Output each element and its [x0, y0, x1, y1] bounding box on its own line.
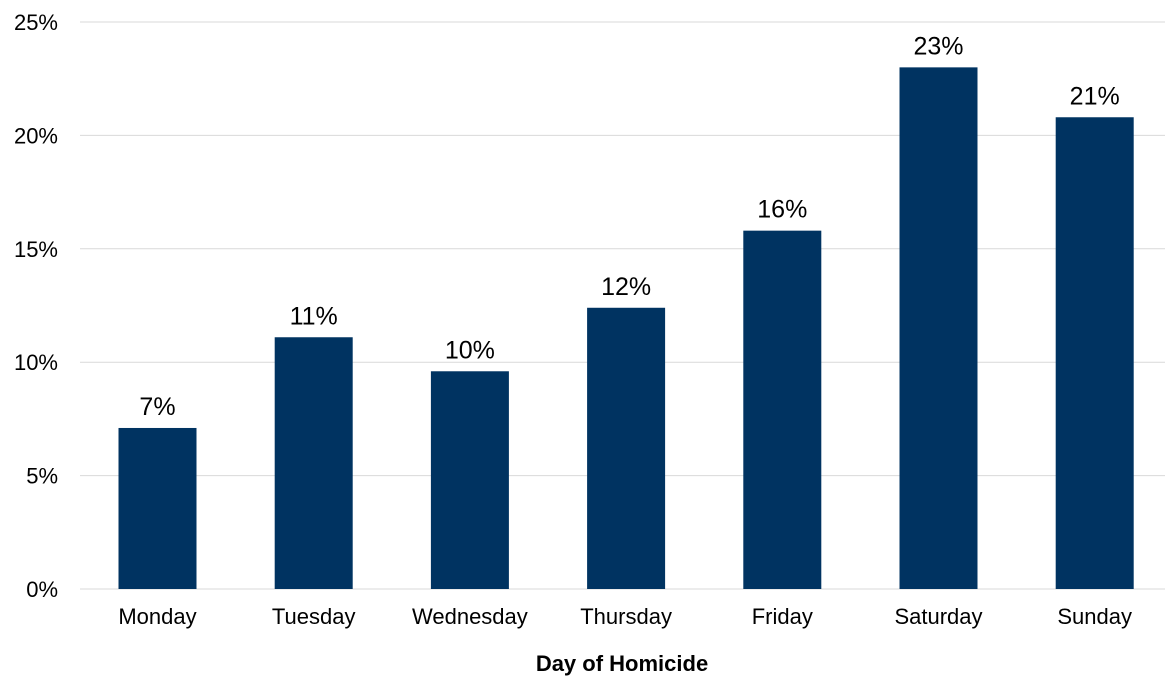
- data-label-thursday: 12%: [601, 273, 651, 301]
- data-label-saturday: 23%: [913, 32, 963, 60]
- data-label-tuesday: 11%: [290, 302, 338, 330]
- x-tick-label-friday: Friday: [752, 604, 813, 629]
- data-label-sunday: 21%: [1070, 82, 1120, 110]
- y-axis-ticks: 0% 5% 10% 15% 20% 25%: [14, 10, 58, 602]
- bar-thursday: [587, 307, 666, 589]
- bar-friday: [743, 230, 822, 589]
- bar-monday: [118, 427, 197, 589]
- x-axis-ticks: Monday Tuesday Wednesday Thursday Friday Satu…: [118, 604, 1132, 629]
- y-tick-label: 5%: [26, 464, 58, 489]
- data-label-wednesday: 10%: [445, 336, 495, 364]
- x-tick-label-monday: Monday: [118, 604, 196, 629]
- y-tick-label: 0%: [26, 577, 58, 602]
- x-tick-label-thursday: Thursday: [580, 604, 672, 629]
- x-tick-label-sunday: Sunday: [1057, 604, 1132, 629]
- data-labels: 7% 11% 10% 12% 16% 23% 21%: [139, 32, 1119, 421]
- y-tick-label: 15%: [14, 237, 58, 262]
- bar-saturday: [899, 67, 978, 590]
- bar-sunday: [1055, 117, 1134, 590]
- x-axis-title: Day of Homicide: [536, 651, 708, 676]
- data-label-friday: 16%: [757, 196, 807, 224]
- bars: [118, 67, 1134, 590]
- x-tick-label-wednesday: Wednesday: [412, 604, 528, 629]
- y-tick-label: 25%: [14, 10, 58, 35]
- data-label-monday: 7%: [139, 393, 175, 421]
- y-tick-label: 10%: [14, 350, 58, 375]
- x-tick-label-tuesday: Tuesday: [272, 604, 356, 629]
- y-tick-label: 20%: [14, 123, 58, 148]
- bar-wednesday: [430, 371, 509, 589]
- x-tick-label-saturday: Saturday: [894, 604, 982, 629]
- bar-tuesday: [274, 337, 353, 589]
